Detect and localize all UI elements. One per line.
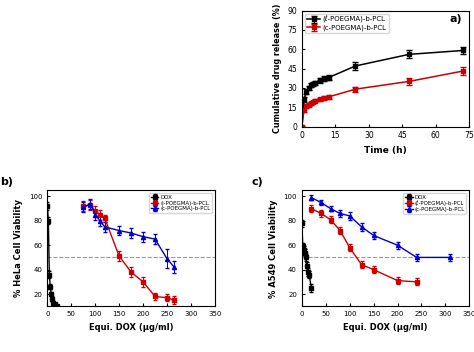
Text: c): c) — [252, 177, 264, 187]
Y-axis label: Cumulative drug release (%): Cumulative drug release (%) — [273, 4, 282, 133]
X-axis label: Equi. DOX (μg/ml): Equi. DOX (μg/ml) — [89, 323, 173, 332]
Y-axis label: % HeLa Cell Viability: % HeLa Cell Viability — [15, 199, 24, 297]
Y-axis label: % A549 Cell Viability: % A549 Cell Viability — [269, 199, 278, 297]
Text: b): b) — [0, 177, 14, 187]
Legend: (ℓ-POEGMA)-b-PCL, (c-POEGMA)-b-PCL: (ℓ-POEGMA)-b-PCL, (c-POEGMA)-b-PCL — [305, 14, 389, 33]
X-axis label: Equi. DOX (μg/ml): Equi. DOX (μg/ml) — [343, 323, 428, 332]
Legend: DOX, (l-POEGMA)-b-PCL, (c-POEGMA)-b-PCL: DOX, (l-POEGMA)-b-PCL, (c-POEGMA)-b-PCL — [149, 193, 212, 213]
X-axis label: Time (h): Time (h) — [364, 146, 407, 155]
Text: a): a) — [450, 14, 463, 24]
Legend: DOX, (ℓ-POEGMA)-b-PCL, (c-POEGMA)-b-PCL: DOX, (ℓ-POEGMA)-b-PCL, (c-POEGMA)-b-PCL — [403, 193, 466, 214]
